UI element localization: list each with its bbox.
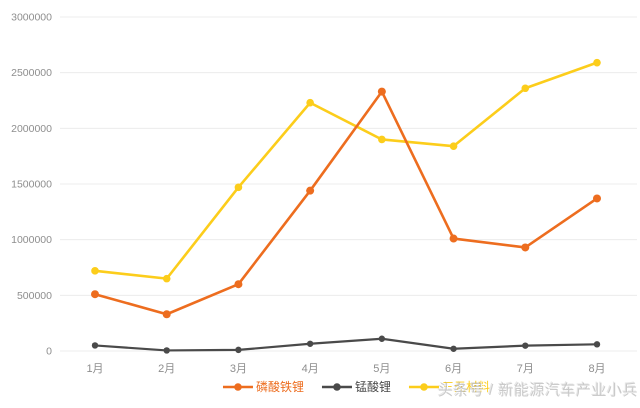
data-point-series-1: [163, 347, 170, 354]
data-point-series-0: [91, 290, 99, 299]
data-point-series-2: [234, 183, 243, 192]
y-tick-label: 3000000: [11, 12, 52, 24]
legend-item-2: 三元材料: [408, 379, 490, 395]
data-point-series-2: [378, 135, 386, 144]
legend-item-0: 磷酸铁锂: [222, 379, 304, 395]
data-point-series-0: [449, 234, 458, 243]
data-point-series-0: [162, 310, 171, 319]
y-tick-label: 2500000: [11, 67, 52, 79]
x-tick-label: 5月: [373, 363, 390, 375]
x-tick-label: 1月: [86, 363, 103, 375]
x-tick-label: 7月: [517, 363, 534, 375]
series-line-0: [93, 90, 599, 316]
legend-marker-icon: [409, 383, 440, 391]
x-tick-label: 8月: [588, 363, 605, 375]
legend-marker-icon: [321, 383, 352, 391]
data-point-series-1: [306, 340, 314, 347]
data-point-series-1: [450, 345, 457, 352]
data-point-series-2: [162, 274, 171, 283]
legend-label: 锰酸锂: [354, 380, 392, 394]
data-point-series-2: [449, 142, 458, 150]
legend-label: 磷酸铁锂: [255, 380, 304, 394]
legend-marker-icon: [222, 383, 253, 391]
data-point-series-1: [522, 342, 529, 349]
series-line-1: [93, 337, 599, 352]
y-tick-label: 1000000: [11, 234, 52, 246]
y-tick-label: 1500000: [11, 179, 52, 191]
y-tick-label: 500000: [17, 290, 52, 302]
watermark-text: 头条号 / 新能源汽车产业小兵: [437, 382, 638, 399]
data-point-series-1: [235, 346, 242, 354]
data-point-series-2: [306, 98, 314, 107]
data-point-series-1: [91, 342, 99, 349]
x-tick-label: 2月: [158, 363, 175, 375]
series-line-2: [93, 61, 599, 280]
data-point-series-0: [521, 243, 530, 252]
x-tick-label: 6月: [445, 363, 462, 375]
chart-legend: 磷酸铁锂 锰酸锂 三元材料: [222, 379, 490, 395]
data-point-series-1: [593, 341, 601, 348]
y-tick-label: 0: [46, 346, 52, 358]
data-point-series-2: [91, 267, 99, 275]
legend-label: 三元材料: [442, 380, 491, 394]
data-point-series-0: [234, 280, 243, 289]
data-point-series-1: [378, 335, 386, 342]
data-point-series-2: [521, 84, 530, 93]
data-point-series-0: [306, 186, 315, 195]
y-tick-label: 2000000: [11, 123, 52, 135]
data-point-series-2: [593, 58, 601, 67]
x-tick-label: 4月: [302, 363, 319, 375]
legend-item-1: 锰酸锂: [321, 379, 391, 395]
x-tick-label: 3月: [230, 363, 247, 375]
data-point-series-0: [377, 87, 386, 96]
data-point-series-0: [593, 194, 601, 203]
